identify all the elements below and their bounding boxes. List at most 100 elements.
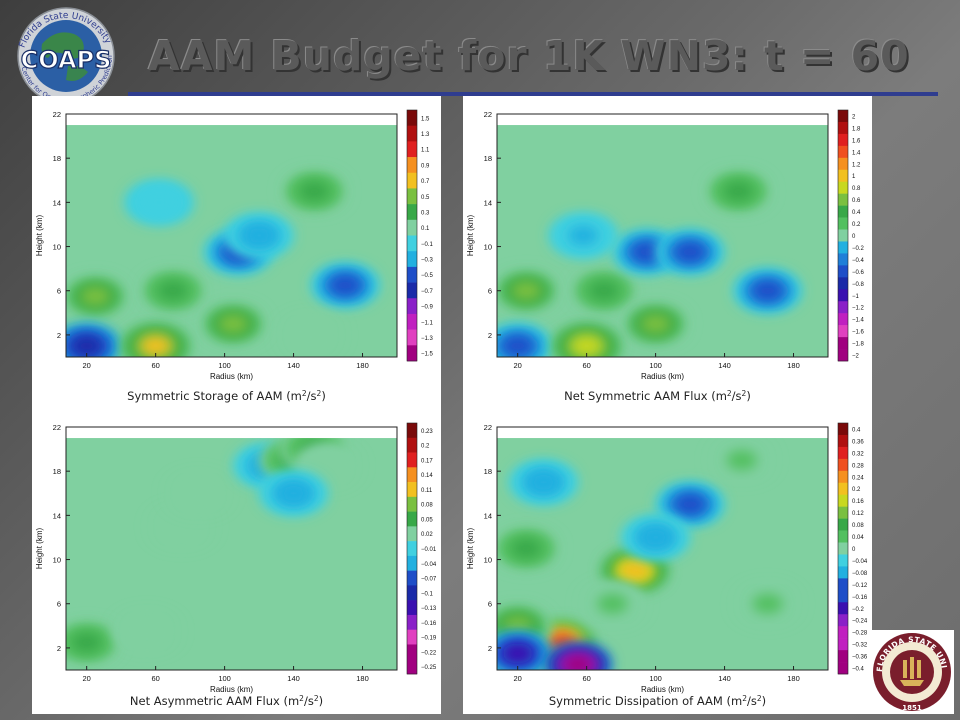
contour-region — [183, 483, 215, 504]
colorbar-swatch — [407, 452, 417, 468]
colorbar-label: 0.3 — [421, 210, 430, 216]
x-tick-label: 100 — [649, 674, 662, 683]
no-data-band — [66, 427, 397, 439]
colorbar-label: −0.4 — [852, 258, 865, 264]
contour-region — [143, 192, 175, 213]
colorbar-label: −0.2 — [852, 246, 865, 252]
chart-svg: 20 60 100 140 180 2 6 10 14 18 22 Radius (km) Height… — [35, 109, 434, 404]
colorbar-label: −0.36 — [852, 655, 868, 661]
colorbar-swatch — [838, 602, 848, 615]
colorbar-label: 0.5 — [421, 195, 430, 201]
colorbar-label: −0.25 — [421, 665, 437, 671]
colorbar-label: −0.12 — [852, 583, 868, 589]
contour-region — [640, 313, 671, 334]
y-tick-label: 18 — [484, 154, 492, 163]
contour-region — [157, 280, 189, 301]
colorbar-swatch — [838, 566, 848, 579]
contour-region — [166, 516, 197, 537]
colorbar-swatch — [838, 241, 848, 254]
x-tick-label: 140 — [287, 674, 300, 683]
contour-region — [562, 654, 594, 670]
y-tick-label: 14 — [484, 511, 492, 520]
colorbar-label: 1.1 — [421, 148, 430, 154]
colorbar-label: −0.5 — [421, 273, 434, 279]
contour-region — [567, 225, 599, 246]
y-tick-label: 2 — [57, 644, 61, 653]
colorbar-swatch — [407, 541, 417, 557]
contour-region — [278, 483, 309, 504]
colorbar-label: 0.05 — [421, 517, 433, 523]
colorbar-swatch — [407, 298, 417, 315]
panel-symmetric-dissipation: 20 60 100 140 180 2 6 10 14 18 22 Radius (km) Height… — [463, 409, 872, 714]
fsu-seal-logo: FLORIDA STATE UNIVERSITY 1851 — [870, 630, 954, 714]
colorbar-label: 0.28 — [852, 463, 864, 469]
x-tick-label: 20 — [514, 674, 522, 683]
colorbar-swatch — [407, 235, 417, 252]
y-tick-label: 18 — [484, 467, 492, 476]
colorbar-label: −1.6 — [852, 330, 865, 336]
contour-region — [674, 242, 706, 262]
colorbar-label: −1.4 — [852, 318, 865, 324]
colorbar-label: 0 — [852, 547, 856, 553]
colorbar-swatch — [838, 253, 848, 266]
x-axis-label: Radius (km) — [641, 372, 684, 381]
contour-region — [723, 181, 754, 202]
x-tick-label: 140 — [718, 674, 731, 683]
colorbar-swatch — [838, 169, 848, 183]
contour-region — [140, 336, 171, 356]
y-tick-label: 10 — [53, 556, 61, 565]
colorbar-label: 1.6 — [852, 138, 861, 144]
colorbar-swatch — [838, 458, 848, 472]
colorbar-swatch — [407, 188, 417, 205]
colorbar-label: −0.2 — [852, 607, 865, 613]
x-tick-label: 100 — [218, 361, 231, 370]
colorbar-swatch — [838, 157, 848, 171]
contour-region — [752, 280, 783, 301]
colorbar-swatch — [838, 265, 848, 278]
colorbar-swatch — [838, 578, 848, 591]
y-tick-label: 10 — [484, 243, 492, 252]
colorbar-label: −0.22 — [421, 650, 437, 656]
x-tick-label: 180 — [787, 361, 800, 370]
y-tick-label: 2 — [488, 644, 492, 653]
colorbar-label: 0.9 — [421, 163, 430, 169]
colorbar-frame — [837, 109, 849, 362]
colorbar-swatch — [838, 590, 848, 603]
chart-svg: 20 60 100 140 180 2 6 10 14 18 22 Radius (km) Height… — [466, 422, 868, 708]
colorbar-swatch — [407, 345, 417, 362]
colorbar-label: 0.8 — [852, 186, 861, 192]
colorbar-frame — [406, 422, 418, 675]
colorbar-swatch — [407, 629, 417, 645]
contour-region — [217, 313, 249, 334]
contour-region — [752, 593, 783, 614]
colorbar-label: 0.2 — [852, 222, 861, 228]
colorbar-label: −0.13 — [421, 606, 437, 612]
coaps-logo: Florida State University Center for Ocea… — [8, 6, 115, 105]
contour-region — [588, 280, 620, 301]
chart-title: Symmetric Storage of AAM (m2/s2) — [127, 389, 326, 404]
colorbar-swatch — [838, 650, 848, 663]
colorbar-label: −0.1 — [421, 591, 434, 597]
x-tick-label: 180 — [787, 674, 800, 683]
panel-net-symmetric-flux: 20 60 100 140 180 2 6 10 14 18 22 Radius (km) Height… — [463, 96, 872, 409]
colorbar-label: 0.17 — [421, 458, 433, 464]
colorbar-label: −0.07 — [421, 577, 437, 583]
colorbar-label: −0.9 — [421, 305, 434, 311]
colorbar-swatch — [407, 329, 417, 346]
colorbar-swatch — [838, 217, 848, 230]
y-tick-label: 6 — [57, 600, 61, 609]
y-tick-label: 6 — [57, 287, 61, 296]
colorbar-swatch — [407, 125, 417, 142]
colorbar-swatch — [407, 251, 417, 268]
colorbar-label: −1 — [852, 294, 860, 300]
colorbar-swatch — [838, 530, 848, 543]
contour-region — [631, 242, 663, 262]
colorbar-swatch — [407, 511, 417, 527]
colorbar-label: 1.2 — [852, 162, 861, 168]
colorbar-swatch — [838, 110, 848, 123]
y-tick-label: 14 — [53, 198, 61, 207]
y-tick-label: 18 — [53, 154, 61, 163]
contour-region — [511, 538, 542, 559]
colorbar-swatch — [407, 110, 417, 126]
colorbar-swatch — [838, 494, 848, 507]
